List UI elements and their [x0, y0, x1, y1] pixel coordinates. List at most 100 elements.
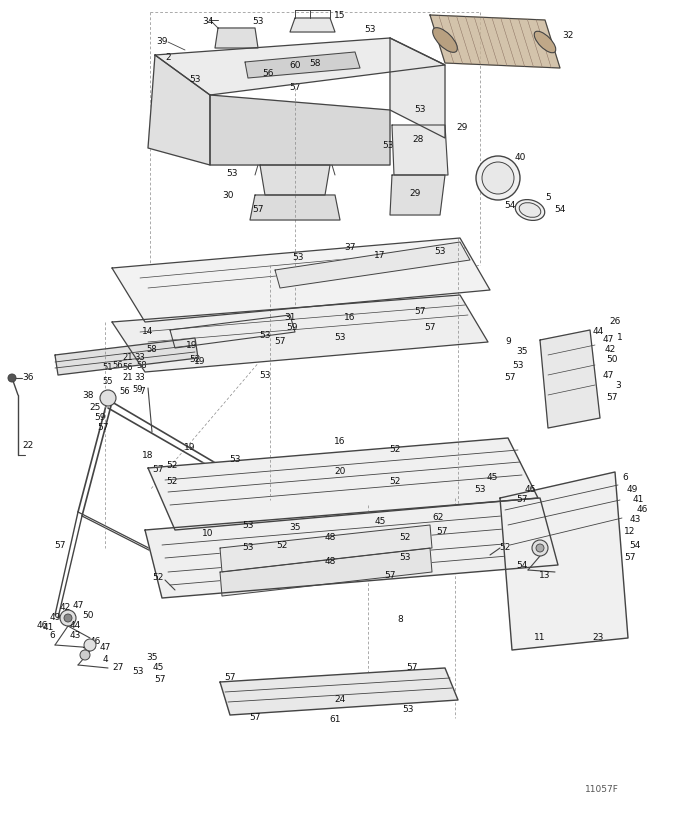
Text: 29: 29: [409, 188, 421, 197]
Text: 4: 4: [102, 656, 108, 664]
Text: 47: 47: [99, 643, 111, 653]
Text: 50: 50: [82, 610, 94, 620]
Text: 57: 57: [252, 206, 264, 215]
Text: 37: 37: [344, 244, 356, 253]
Text: 36: 36: [22, 373, 34, 382]
Polygon shape: [245, 52, 360, 78]
Text: 2: 2: [165, 54, 171, 63]
Text: 47: 47: [602, 371, 613, 379]
Text: 57: 57: [437, 528, 447, 537]
Text: 31: 31: [284, 314, 296, 322]
Text: 19: 19: [184, 444, 196, 453]
Text: 26: 26: [609, 317, 621, 326]
Polygon shape: [500, 472, 628, 650]
Polygon shape: [112, 238, 490, 322]
Text: 52: 52: [167, 477, 177, 487]
Text: 53: 53: [364, 26, 376, 35]
Text: 23: 23: [592, 634, 604, 643]
Text: 53: 53: [259, 330, 271, 339]
Text: 3: 3: [615, 381, 621, 390]
Text: 61: 61: [329, 715, 341, 724]
Text: 54: 54: [505, 201, 515, 210]
Text: 34: 34: [203, 17, 214, 26]
Text: 62: 62: [432, 514, 443, 523]
Text: 18: 18: [142, 450, 154, 459]
Ellipse shape: [534, 31, 556, 53]
Text: 46: 46: [36, 620, 48, 629]
Text: 57: 57: [516, 496, 528, 505]
Text: 22: 22: [22, 440, 33, 449]
Text: 53: 53: [403, 705, 413, 714]
Text: 53: 53: [414, 106, 426, 115]
Text: 11: 11: [534, 634, 546, 643]
Circle shape: [536, 544, 544, 552]
Text: 6: 6: [622, 473, 628, 482]
Ellipse shape: [520, 202, 541, 217]
Text: 53: 53: [512, 360, 524, 369]
Text: 35: 35: [146, 653, 158, 662]
Polygon shape: [250, 195, 340, 220]
Text: 53: 53: [229, 455, 241, 464]
Text: 42: 42: [605, 345, 615, 354]
Text: 59: 59: [286, 324, 298, 333]
Polygon shape: [148, 438, 538, 530]
Text: 32: 32: [562, 31, 574, 40]
Text: 53: 53: [382, 140, 394, 150]
Text: 57: 57: [274, 338, 286, 346]
Text: 57: 57: [607, 393, 617, 402]
Text: 21: 21: [123, 354, 133, 363]
Text: 12: 12: [624, 528, 636, 537]
Text: 58: 58: [309, 59, 321, 68]
Text: 53: 53: [292, 254, 304, 263]
Polygon shape: [215, 28, 258, 48]
Polygon shape: [220, 548, 432, 596]
Text: 54: 54: [629, 540, 641, 549]
Text: 53: 53: [226, 169, 238, 178]
Text: 47: 47: [602, 335, 613, 344]
Circle shape: [482, 162, 514, 194]
Circle shape: [60, 610, 76, 626]
Text: 49: 49: [50, 614, 61, 623]
Ellipse shape: [515, 200, 545, 221]
Circle shape: [84, 639, 96, 651]
Text: 52: 52: [499, 544, 511, 553]
Ellipse shape: [432, 27, 458, 52]
Text: 53: 53: [132, 667, 143, 676]
Circle shape: [532, 540, 548, 556]
Text: 28: 28: [412, 135, 424, 145]
Text: 7: 7: [139, 387, 145, 396]
Polygon shape: [260, 165, 330, 195]
Text: 44: 44: [592, 327, 604, 336]
Text: 39: 39: [156, 37, 168, 46]
Text: 52: 52: [152, 573, 164, 582]
Text: 38: 38: [82, 391, 94, 400]
Text: 27: 27: [112, 663, 124, 672]
Text: 57: 57: [154, 676, 166, 685]
Text: 41: 41: [42, 624, 54, 633]
Text: 57: 57: [624, 553, 636, 563]
Text: 14: 14: [142, 327, 154, 336]
Text: 5: 5: [545, 193, 551, 202]
Text: 57: 57: [97, 424, 109, 433]
Text: 56: 56: [122, 363, 133, 373]
Polygon shape: [55, 338, 198, 375]
Text: 52: 52: [390, 445, 401, 454]
Circle shape: [64, 614, 72, 622]
Polygon shape: [148, 55, 210, 165]
Text: 45: 45: [374, 518, 386, 526]
Text: 33: 33: [135, 354, 146, 363]
Text: 46: 46: [636, 506, 647, 515]
Circle shape: [80, 650, 90, 660]
Text: 54: 54: [554, 206, 566, 215]
Text: 51: 51: [103, 363, 114, 373]
Text: 58: 58: [137, 360, 148, 369]
Polygon shape: [112, 295, 488, 372]
Text: 52: 52: [189, 355, 201, 364]
Polygon shape: [392, 125, 448, 175]
Text: 53: 53: [399, 553, 411, 563]
Polygon shape: [275, 242, 470, 288]
Text: 44: 44: [69, 620, 81, 629]
Text: 33: 33: [135, 373, 146, 382]
Text: 19: 19: [186, 340, 198, 349]
Polygon shape: [390, 175, 445, 215]
